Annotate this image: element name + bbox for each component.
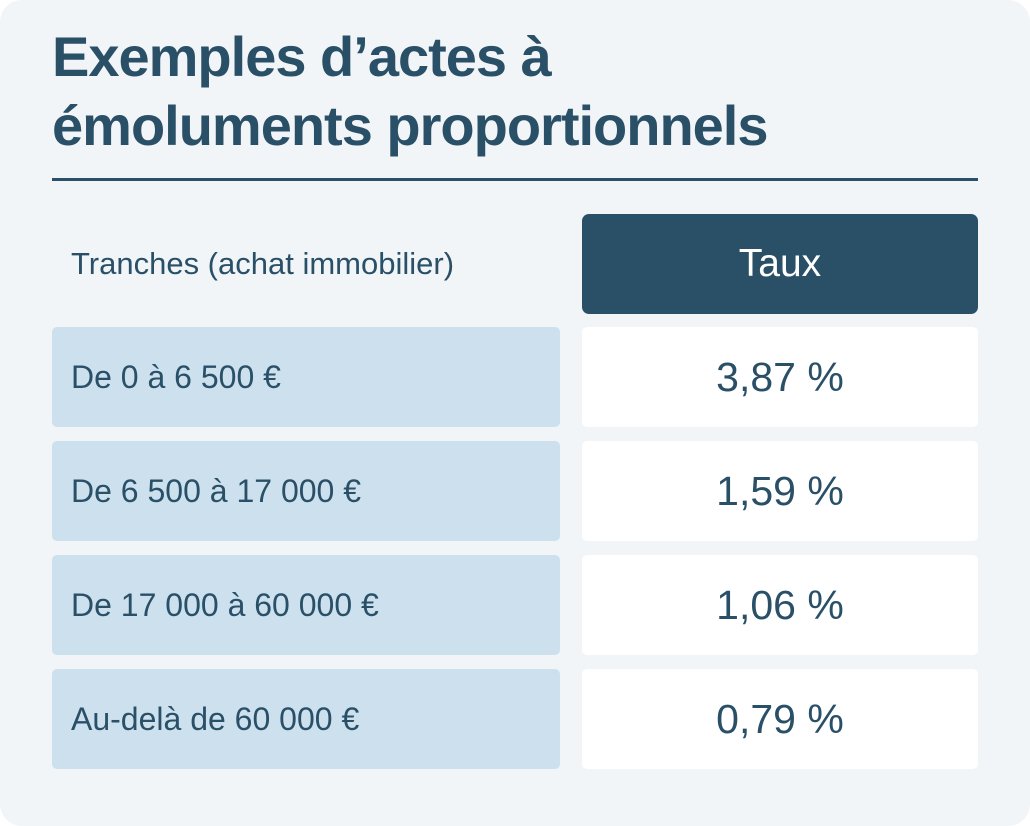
tranche-cell: De 6 500 à 17 000 €: [52, 441, 560, 541]
title-line-1: Exemples d’actes à: [52, 25, 552, 88]
tranche-cell: Au-delà de 60 000 €: [52, 669, 560, 769]
taux-cell: 0,79 %: [582, 669, 978, 769]
column-header-taux: Taux: [582, 214, 978, 314]
tranche-cell: De 0 à 6 500 €: [52, 327, 560, 427]
taux-cell: 3,87 %: [582, 327, 978, 427]
taux-cell: 1,59 %: [582, 441, 978, 541]
taux-cell: 1,06 %: [582, 555, 978, 655]
page-title: Exemples d’actes à émoluments proportion…: [52, 22, 978, 160]
title-divider: [52, 178, 978, 181]
tranche-cell: De 17 000 à 60 000 €: [52, 555, 560, 655]
title-line-2: émoluments proportionnels: [52, 94, 769, 157]
column-header-tranches: Tranches (achat immobilier): [71, 246, 455, 281]
